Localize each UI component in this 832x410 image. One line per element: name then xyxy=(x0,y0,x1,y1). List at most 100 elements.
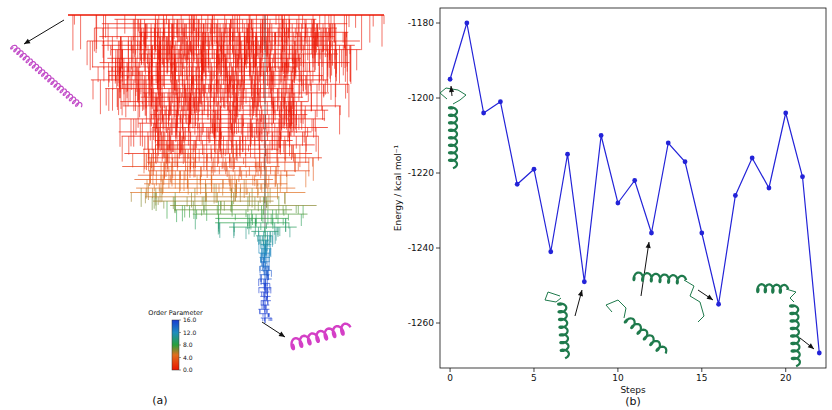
tree-trunk xyxy=(265,193,266,197)
tree-branch xyxy=(235,214,236,220)
tree-branch xyxy=(202,110,203,135)
tree-trunk xyxy=(265,97,266,101)
tree-branch xyxy=(298,206,299,214)
tree-branch xyxy=(151,115,152,127)
tree-branch xyxy=(356,50,357,71)
tree-branch xyxy=(289,19,290,59)
tree-branch xyxy=(293,32,294,44)
tree-branch xyxy=(235,106,236,122)
tree-branch xyxy=(260,266,261,273)
tree-branch xyxy=(261,300,271,301)
tree-branch xyxy=(261,244,271,245)
protein-coil xyxy=(684,280,704,322)
tree-branch xyxy=(228,128,229,141)
tree-branch xyxy=(74,15,75,25)
tree-branch xyxy=(158,136,159,150)
tree-branch xyxy=(173,24,174,66)
tree-branch xyxy=(189,206,190,218)
tree-branch xyxy=(255,158,256,177)
tree-branch xyxy=(288,223,289,229)
x-tick-label: 10 xyxy=(612,373,624,383)
tree-branch xyxy=(174,19,175,39)
tree-trunk xyxy=(265,24,266,28)
tree-branch xyxy=(245,136,246,156)
tree-branch xyxy=(240,41,241,53)
tree-trunk xyxy=(265,41,266,45)
tree-branch xyxy=(210,110,211,123)
tree-branch xyxy=(148,45,149,68)
tree-branch xyxy=(175,201,176,213)
tree-trunk xyxy=(265,132,266,136)
tree-trunk xyxy=(265,279,266,283)
tree-branch xyxy=(212,37,213,59)
tree-branch xyxy=(309,63,310,73)
tree-branch xyxy=(131,119,132,146)
tree-branch xyxy=(259,149,260,171)
tree-branch xyxy=(207,154,208,179)
tree-branch xyxy=(219,223,220,234)
tree-trunk xyxy=(265,32,266,36)
tree-branch xyxy=(197,175,198,195)
x-tick-label: 0 xyxy=(447,373,453,383)
tree-branch xyxy=(288,214,289,221)
tree-branch xyxy=(248,145,249,152)
tree-branch xyxy=(266,296,267,300)
tree-trunk xyxy=(265,223,266,227)
tree-branch xyxy=(209,132,210,143)
tree-branch xyxy=(305,76,306,90)
y-tick-label: -1200 xyxy=(408,93,434,103)
tree-branch xyxy=(318,136,319,160)
tree-branch xyxy=(198,32,199,46)
tree-branch xyxy=(305,171,306,188)
tree-branch xyxy=(230,76,231,98)
tree-branch xyxy=(92,41,93,67)
tree-branch xyxy=(247,223,248,229)
tree-branch xyxy=(145,24,146,62)
tree-branch xyxy=(110,45,111,55)
tree-branch xyxy=(269,314,270,317)
tree-branch xyxy=(226,28,227,38)
tree-branch xyxy=(135,89,136,111)
tree-branch xyxy=(207,15,208,31)
tree-branch xyxy=(278,15,279,46)
tree-branch xyxy=(237,97,238,117)
tree-branch xyxy=(208,50,209,69)
tree-trunk xyxy=(265,218,266,222)
tree-branch xyxy=(163,162,164,185)
tree-branch xyxy=(182,37,183,60)
colorbar-tick-label: 8.0 xyxy=(183,341,193,348)
tree-branch xyxy=(152,127,328,128)
tree-branch xyxy=(196,210,197,219)
tree-trunk xyxy=(265,15,266,19)
tree-branch xyxy=(118,89,119,116)
tree-branch xyxy=(232,84,233,95)
tree-branch xyxy=(382,15,383,47)
arrow-head xyxy=(646,242,651,248)
tree-branch xyxy=(287,123,288,142)
tree-branch xyxy=(313,119,314,138)
tree-branch xyxy=(265,262,266,270)
tree-trunk xyxy=(265,318,266,323)
tree-branch xyxy=(170,63,171,83)
tree-branch xyxy=(310,71,311,86)
tree-branch xyxy=(96,15,97,53)
y-tick xyxy=(436,23,440,24)
tree-branch xyxy=(138,175,295,176)
tree-branch xyxy=(268,28,269,68)
arrow-head xyxy=(707,295,713,300)
tree-trunk xyxy=(265,19,266,23)
tree-branch xyxy=(185,171,186,181)
tree-trunk xyxy=(265,314,266,318)
tree-branch xyxy=(143,149,279,150)
tree-branch xyxy=(204,37,205,73)
tree-trunk xyxy=(265,71,266,75)
tree-branch xyxy=(268,314,269,318)
tree-branch xyxy=(218,54,219,65)
x-tick xyxy=(533,368,534,372)
tree-branch xyxy=(138,19,139,31)
tree-branch xyxy=(304,132,305,143)
x-axis-title: Steps xyxy=(620,385,645,395)
tree-branch xyxy=(176,63,177,72)
tree-branch xyxy=(262,236,263,242)
tree-branch xyxy=(262,318,263,321)
